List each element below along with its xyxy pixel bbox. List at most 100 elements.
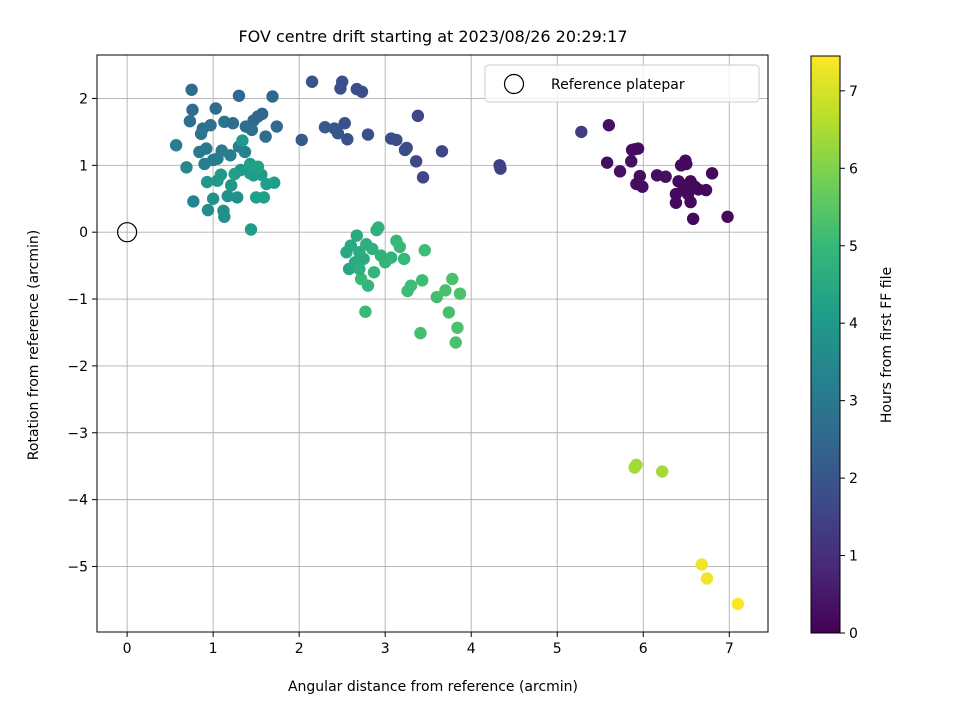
reference-marker-group (117, 222, 138, 243)
y-tick-label: 1 (79, 158, 88, 174)
data-point (636, 180, 649, 193)
colorbar-tick-label: 7 (849, 84, 858, 100)
data-point (361, 128, 375, 141)
x-tick-label: 2 (295, 641, 304, 657)
y-tick-label: 0 (79, 225, 88, 241)
data-point (414, 326, 427, 340)
data-points (169, 75, 745, 611)
data-point (435, 145, 449, 158)
data-point (183, 114, 197, 128)
data-point (439, 284, 452, 297)
data-point (409, 155, 423, 168)
data-point (359, 305, 372, 318)
data-point (206, 192, 220, 205)
legend: Reference platepar (484, 64, 760, 103)
y-tick-label: −4 (67, 493, 88, 509)
x-axis-label: Angular distance from reference (arcmin) (288, 679, 578, 695)
data-point (655, 465, 669, 478)
data-point (700, 572, 714, 585)
data-point (259, 130, 272, 143)
x-tick-label: 4 (467, 641, 476, 657)
data-point (228, 167, 241, 181)
data-point (374, 249, 388, 262)
y-tick-label: −3 (67, 426, 88, 442)
data-point (669, 187, 683, 201)
data-point (266, 90, 279, 103)
data-point (411, 109, 425, 123)
data-point (209, 102, 222, 115)
legend-reference-marker (503, 73, 525, 95)
reference-marker (117, 222, 138, 243)
data-point (385, 251, 398, 264)
data-point (270, 120, 283, 133)
data-point (367, 266, 381, 279)
data-point (494, 162, 507, 175)
data-point (331, 127, 345, 140)
data-point (699, 183, 713, 197)
colorbar-tick-label: 1 (849, 549, 858, 565)
data-point (449, 336, 462, 349)
data-point (185, 83, 198, 96)
data-point (218, 210, 231, 224)
data-point (401, 284, 414, 298)
data-point (393, 240, 407, 254)
colorbar-tick-label: 2 (849, 471, 858, 487)
data-point (631, 142, 645, 155)
colorbar-gradient (810, 55, 841, 634)
data-point (731, 597, 745, 611)
y-axis-label: Rotation from reference (arcmin) (26, 230, 42, 460)
data-point (669, 196, 683, 209)
data-point (305, 75, 319, 88)
colorbar-ticks: 0 1 2 3 4 5 6 7 (840, 84, 858, 642)
data-point (249, 191, 263, 204)
data-point (372, 221, 385, 234)
data-point (355, 85, 369, 98)
colorbar-tick-label: 0 (849, 626, 858, 642)
data-point (684, 195, 697, 209)
legend-label: Reference platepar (551, 77, 685, 93)
data-point (721, 210, 734, 224)
data-point (625, 155, 638, 168)
data-point (225, 179, 238, 192)
data-point (415, 274, 429, 287)
data-point (633, 169, 647, 183)
data-point (198, 157, 211, 171)
data-point (338, 116, 351, 130)
y-tick-label: −2 (67, 359, 88, 375)
x-tick-label: 0 (123, 641, 132, 657)
data-point (442, 306, 456, 319)
data-point (236, 134, 249, 147)
data-point (686, 212, 700, 226)
data-point (295, 133, 308, 147)
data-point (186, 103, 199, 117)
data-point (224, 149, 237, 162)
data-point (194, 127, 208, 141)
data-point (575, 125, 588, 139)
colorbar-tick-label: 5 (849, 239, 858, 255)
colorbar: 0 1 2 3 4 5 6 7 Hours from first FF file (810, 55, 895, 642)
data-point (200, 175, 214, 189)
data-point (430, 290, 444, 304)
data-point (318, 121, 332, 134)
data-point (366, 242, 379, 256)
data-point (677, 180, 690, 193)
legend-box (484, 64, 760, 103)
data-point (385, 132, 398, 145)
y-tick-label: 2 (79, 91, 88, 107)
plot-frame (96, 54, 769, 633)
data-point (350, 229, 363, 242)
data-point (451, 321, 464, 334)
colorbar-tick-label: 3 (849, 394, 858, 410)
data-point (659, 170, 672, 183)
data-point (268, 176, 281, 189)
plot-area: 0 1 2 3 4 5 6 7 2 1 0 −1 −2 −3 −4 −5 (67, 54, 769, 657)
data-point (221, 189, 234, 203)
data-point (231, 191, 244, 204)
data-point (245, 123, 259, 137)
x-tick-label: 5 (553, 641, 562, 657)
data-point (354, 272, 368, 286)
data-point (187, 195, 200, 208)
colorbar-label: Hours from first FF file (879, 267, 895, 423)
x-tick-label: 6 (639, 641, 648, 657)
x-tick-label: 1 (209, 641, 218, 657)
